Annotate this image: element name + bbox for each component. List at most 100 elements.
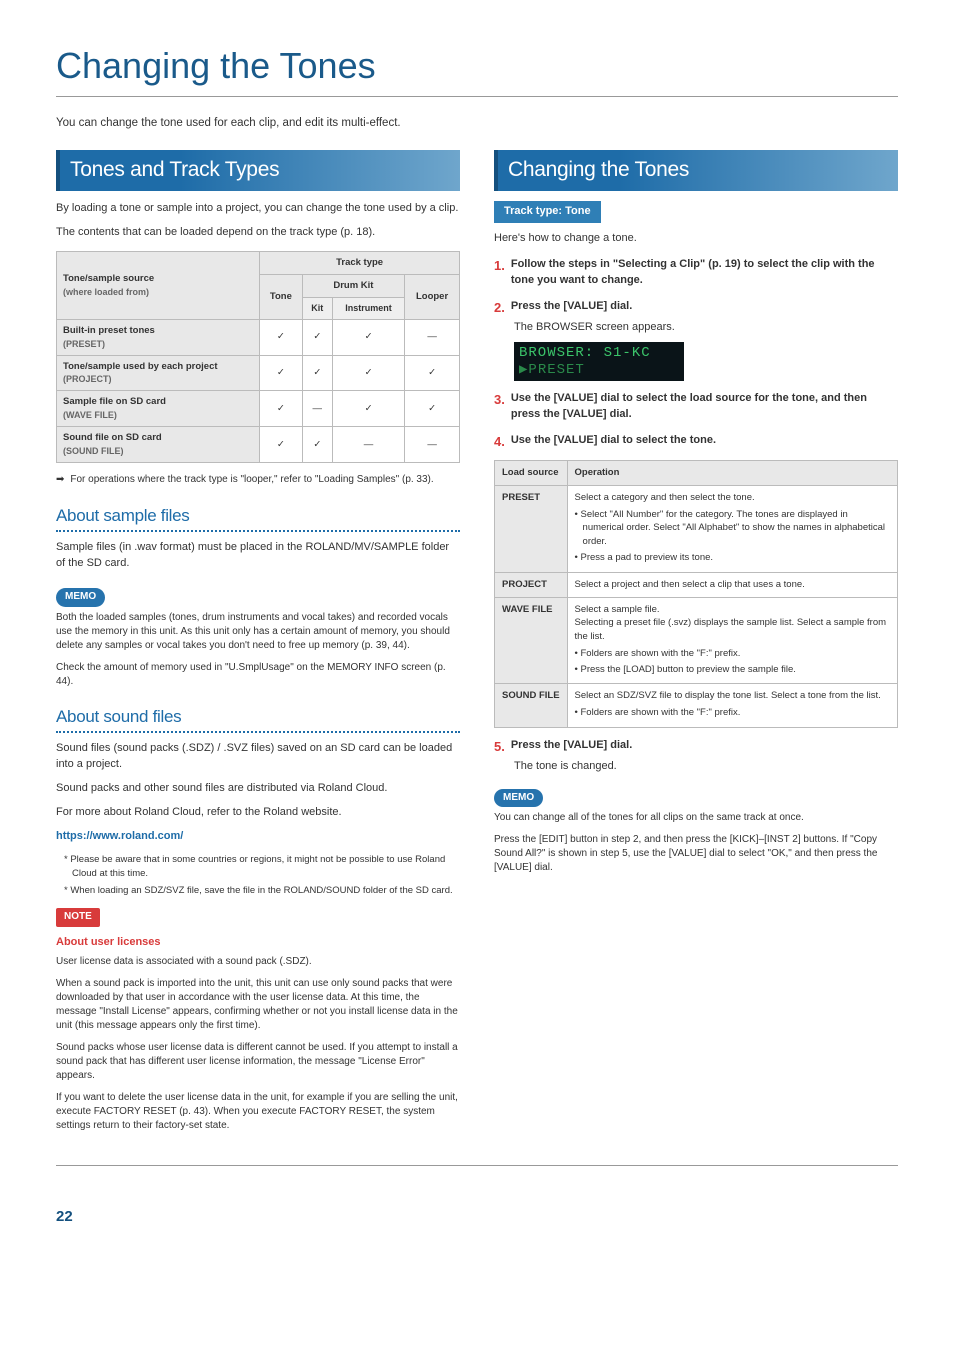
ls-wave-2: Selecting a preset file (.svz) displays … — [575, 616, 890, 644]
table-row-label: Tone/sample used by each project(PROJECT… — [57, 355, 260, 391]
intro-text: You can change the tone used for each cl… — [56, 115, 898, 132]
left-column: Tones and Track Types By loading a tone … — [56, 150, 460, 1141]
step-3-text: Use the [VALUE] dial to select the load … — [511, 392, 867, 420]
ls-preset-b2: Press a pad to preview its tone. — [575, 551, 890, 565]
step-1-text: Follow the steps in "Selecting a Clip" (… — [511, 258, 875, 286]
step-num-2: 2. — [494, 299, 505, 318]
table-cell: ✓ — [332, 319, 404, 355]
table-cell: ✓ — [302, 319, 332, 355]
step-num-4: 4. — [494, 433, 505, 452]
dotted-rule-2 — [56, 731, 460, 733]
note-title: About user licenses — [56, 935, 460, 951]
arrow-note: For operations where the track type is "… — [56, 473, 460, 488]
tone-sample-table: Tone/sample source (where loaded from) T… — [56, 251, 460, 463]
table-cell: — — [405, 427, 460, 463]
two-column-layout: Tones and Track Types By loading a tone … — [56, 150, 898, 1141]
table-cell: ✓ — [260, 391, 302, 427]
sound-p2: Sound packs and other sound files are di… — [56, 781, 460, 797]
ls-h1: Load source — [495, 461, 568, 486]
left-p2: The contents that can be loaded depend o… — [56, 225, 460, 241]
table-cell: ✓ — [332, 391, 404, 427]
table-cell: ✓ — [260, 355, 302, 391]
sample-memo-p2: Check the amount of memory used in "U.Sm… — [56, 661, 460, 689]
step-4-text: Use the [VALUE] dial to select the tone. — [511, 434, 716, 446]
dotted-rule — [56, 530, 460, 532]
table-row-label: Sample file on SD card(WAVE FILE) — [57, 391, 260, 427]
track-type-tag: Track type: Tone — [494, 201, 601, 223]
step-5-text: Press the [VALUE] dial. — [511, 739, 632, 751]
sound-p3: For more about Roland Cloud, refer to th… — [56, 805, 460, 821]
step-5-sub: The tone is changed. — [514, 759, 898, 775]
ls-wave-b2: Press the [LOAD] button to preview the s… — [575, 663, 890, 677]
step-5: 5. Press the [VALUE] dial. — [494, 738, 898, 757]
th-drum-kit: Kit — [302, 297, 332, 319]
sample-memo-p1: Both the loaded samples (tones, drum ins… — [56, 611, 460, 653]
page-number: 22 — [56, 1206, 898, 1228]
roland-link[interactable]: https://www.roland.com/ — [56, 829, 460, 845]
note-p1: User license data is associated with a s… — [56, 955, 460, 969]
ls-wave-label: WAVE FILE — [495, 597, 568, 684]
th-drum: Drum Kit — [302, 274, 405, 297]
step-2-sub: The BROWSER screen appears. — [514, 320, 898, 336]
ls-preset-label: PRESET — [495, 485, 568, 572]
ls-h2: Operation — [567, 461, 897, 486]
step-4: 4. Use the [VALUE] dial to select the to… — [494, 433, 898, 452]
ls-wave-1: Select a sample file. — [575, 603, 890, 617]
table-cell: ✓ — [260, 427, 302, 463]
table-cell: — — [405, 319, 460, 355]
step-num-1: 1. — [494, 257, 505, 289]
step-1: 1. Follow the steps in "Selecting a Clip… — [494, 257, 898, 289]
table-cell: ✓ — [332, 355, 404, 391]
table-cell: — — [302, 391, 332, 427]
heading-sample-files: About sample files — [56, 504, 460, 529]
ls-project-1: Select a project and then select a clip … — [567, 572, 897, 597]
load-source-table: Load source Operation PRESET Select a ca… — [494, 460, 898, 728]
th-track-type: Track type — [260, 252, 460, 275]
heading-sound-files: About sound files — [56, 705, 460, 730]
ls-sound-1: Select an SDZ/SVZ file to display the to… — [575, 689, 890, 703]
ls-sound-label: SOUND FILE — [495, 684, 568, 728]
title-rule — [56, 96, 898, 97]
table-cell: ✓ — [405, 391, 460, 427]
sample-p1: Sample files (in .wav format) must be pl… — [56, 540, 460, 572]
lcd-line1: BROWSER: S1-KC — [519, 345, 679, 362]
table-cell: ✓ — [405, 355, 460, 391]
table-cell: ✓ — [260, 319, 302, 355]
memo-pill-right: MEMO — [494, 789, 543, 808]
memo-pill: MEMO — [56, 588, 105, 607]
page-title: Changing the Tones — [56, 40, 898, 92]
note-p4: If you want to delete the user license d… — [56, 1091, 460, 1133]
step-3: 3. Use the [VALUE] dial to select the lo… — [494, 391, 898, 423]
right-intro: Here's how to change a tone. — [494, 231, 898, 247]
section-tones-track-types: Tones and Track Types — [56, 150, 460, 191]
left-p1: By loading a tone or sample into a proje… — [56, 201, 460, 217]
th-source-sub: (where loaded from) — [63, 286, 253, 299]
table-cell: — — [332, 427, 404, 463]
arrow-note-text: For operations where the track type is "… — [70, 473, 433, 488]
section-changing-tones: Changing the Tones — [494, 150, 898, 191]
ls-preset-b1: Select "All Number" for the category. Th… — [575, 508, 890, 549]
note-p2: When a sound pack is imported into the u… — [56, 977, 460, 1033]
step-num-5: 5. — [494, 738, 505, 757]
footer-rule — [56, 1165, 898, 1166]
ls-sound-b1: Folders are shown with the "F:" prefix. — [575, 706, 890, 720]
sound-p1: Sound files (sound packs (.SDZ) / .SVZ f… — [56, 741, 460, 773]
lcd-line2: ▶PRESET — [519, 362, 679, 379]
sound-foot1: * Please be aware that in some countries… — [64, 853, 460, 881]
right-memo-p1: You can change all of the tones for all … — [494, 811, 898, 825]
lcd-browser-screen: BROWSER: S1-KC ▶PRESET — [514, 342, 684, 382]
right-memo-p2: Press the [EDIT] button in step 2, and t… — [494, 833, 898, 875]
ls-preset-1: Select a category and then select the to… — [575, 492, 755, 503]
step-2: 2. Press the [VALUE] dial. — [494, 299, 898, 318]
right-column: Changing the Tones Track type: Tone Here… — [494, 150, 898, 1141]
note-p3: Sound packs whose user license data is d… — [56, 1041, 460, 1083]
note-label: NOTE — [56, 908, 100, 927]
table-cell: ✓ — [302, 427, 332, 463]
table-row-label: Built-in preset tones(PRESET) — [57, 319, 260, 355]
table-cell: ✓ — [302, 355, 332, 391]
ls-project-label: PROJECT — [495, 572, 568, 597]
step-2-text: Press the [VALUE] dial. — [511, 300, 632, 312]
th-drum-inst: Instrument — [332, 297, 404, 319]
step-num-3: 3. — [494, 391, 505, 423]
ls-wave-b1: Folders are shown with the "F:" prefix. — [575, 647, 890, 661]
